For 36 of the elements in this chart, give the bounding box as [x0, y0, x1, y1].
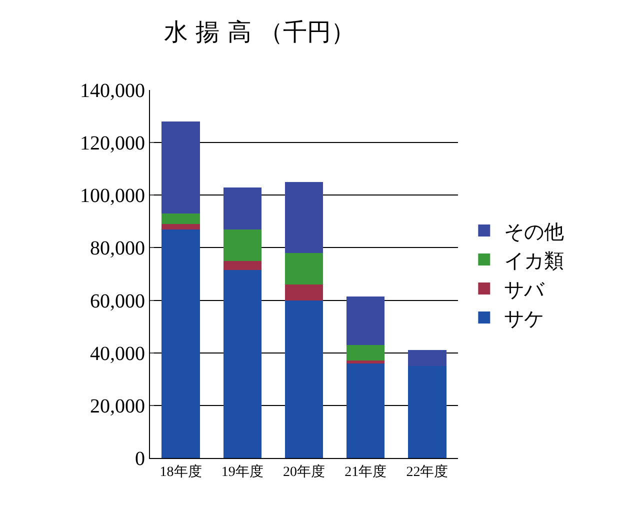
y-tick-label: 20,000	[90, 395, 145, 418]
x-tick-label: 18年度	[160, 464, 202, 480]
bar	[162, 122, 200, 214]
bar	[284, 284, 324, 300]
x-tick-label: 22年度	[406, 464, 448, 480]
bar	[223, 260, 262, 270]
bar	[162, 214, 200, 224]
y-tick-label: 100,000	[80, 185, 145, 208]
bar	[284, 252, 324, 285]
y-tick-label: 40,000	[90, 342, 145, 365]
legend-label: イカ類	[504, 250, 564, 272]
bar	[223, 229, 262, 261]
bar	[346, 296, 385, 345]
bar	[223, 187, 262, 230]
legend-label: その他	[504, 221, 564, 244]
bar	[346, 360, 385, 364]
legend-label: サバ	[504, 279, 546, 302]
x-tick-label: 21年度	[344, 464, 387, 480]
chart-title: 水 揚 高 （千円）	[164, 18, 356, 46]
bar	[346, 344, 385, 361]
y-tick-label: 80,000	[90, 238, 145, 260]
bar	[346, 363, 385, 458]
x-tick-label: 19年度	[221, 464, 264, 480]
bar	[284, 182, 324, 253]
bar	[162, 229, 200, 458]
legend-label: サケ	[504, 308, 544, 330]
y-tick-label: 140,000	[80, 80, 145, 102]
x-tick-label: 20年度	[283, 464, 325, 480]
y-tick-label: 60,000	[90, 290, 145, 312]
bar	[162, 224, 200, 230]
bar	[223, 270, 262, 458]
bar	[284, 300, 324, 458]
y-tick-label: 120,000	[80, 132, 145, 155]
y-tick-label: 0	[135, 448, 145, 470]
bar	[408, 366, 446, 458]
bar	[408, 350, 446, 366]
